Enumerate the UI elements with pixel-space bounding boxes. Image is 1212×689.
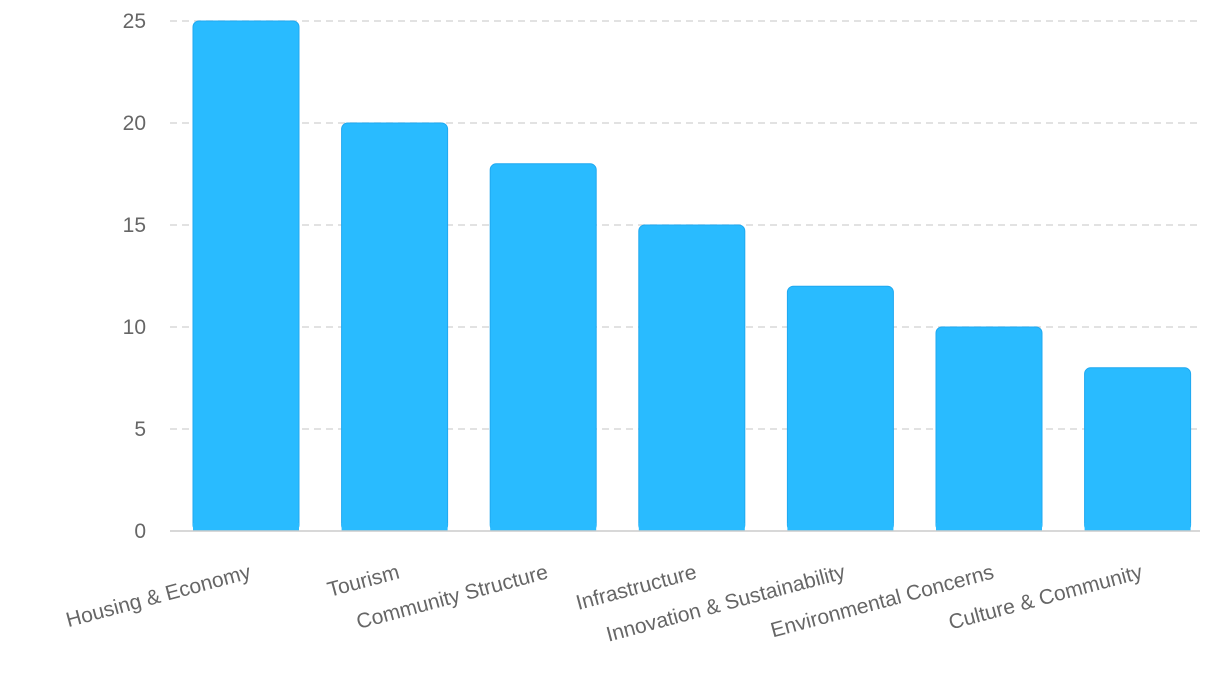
bar-community-structure[interactable]: [489, 163, 597, 532]
bar-base-fill: [936, 523, 1042, 531]
bar-housing-economy[interactable]: [192, 20, 300, 532]
x-tick-label: Housing & Economy: [64, 560, 254, 632]
y-tick-label: 25: [123, 10, 146, 33]
bar-base-fill: [193, 523, 299, 531]
y-tick-label: 10: [123, 316, 146, 339]
bar-innovation-sustainability[interactable]: [786, 285, 894, 532]
bar-base-fill: [341, 523, 448, 531]
bar-base-fill: [638, 523, 745, 531]
bar-infrastructure[interactable]: [638, 224, 746, 532]
bar-base-fill: [490, 523, 597, 531]
x-tick-label: Tourism: [325, 561, 402, 602]
bar-base-fill: [1084, 523, 1191, 531]
x-tick-label: Innovation & Sustainability: [604, 560, 848, 646]
y-tick-labels: 0 5 10 15 20 25: [123, 10, 146, 543]
bar-environmental-concerns[interactable]: [935, 326, 1043, 532]
y-tick-label: 0: [134, 520, 146, 543]
y-tick-label: 5: [134, 418, 146, 441]
bar-culture-community[interactable]: [1084, 367, 1192, 532]
bars-layer: [192, 20, 1192, 532]
bar-tourism[interactable]: [341, 122, 449, 532]
y-tick-label: 15: [123, 214, 146, 237]
y-tick-label: 20: [123, 112, 146, 135]
bar-base-fill: [787, 523, 894, 531]
